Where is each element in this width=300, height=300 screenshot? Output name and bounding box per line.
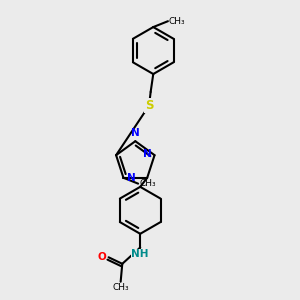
Text: S: S <box>146 99 154 112</box>
Text: S: S <box>146 99 154 112</box>
Text: N: N <box>127 173 136 183</box>
Text: NH: NH <box>131 249 149 259</box>
Text: O: O <box>97 252 106 262</box>
Text: N: N <box>142 148 151 158</box>
Text: CH₃: CH₃ <box>139 179 156 188</box>
Text: CH₃: CH₃ <box>112 284 129 292</box>
Text: CH₃: CH₃ <box>169 17 185 26</box>
Text: N: N <box>131 128 140 138</box>
